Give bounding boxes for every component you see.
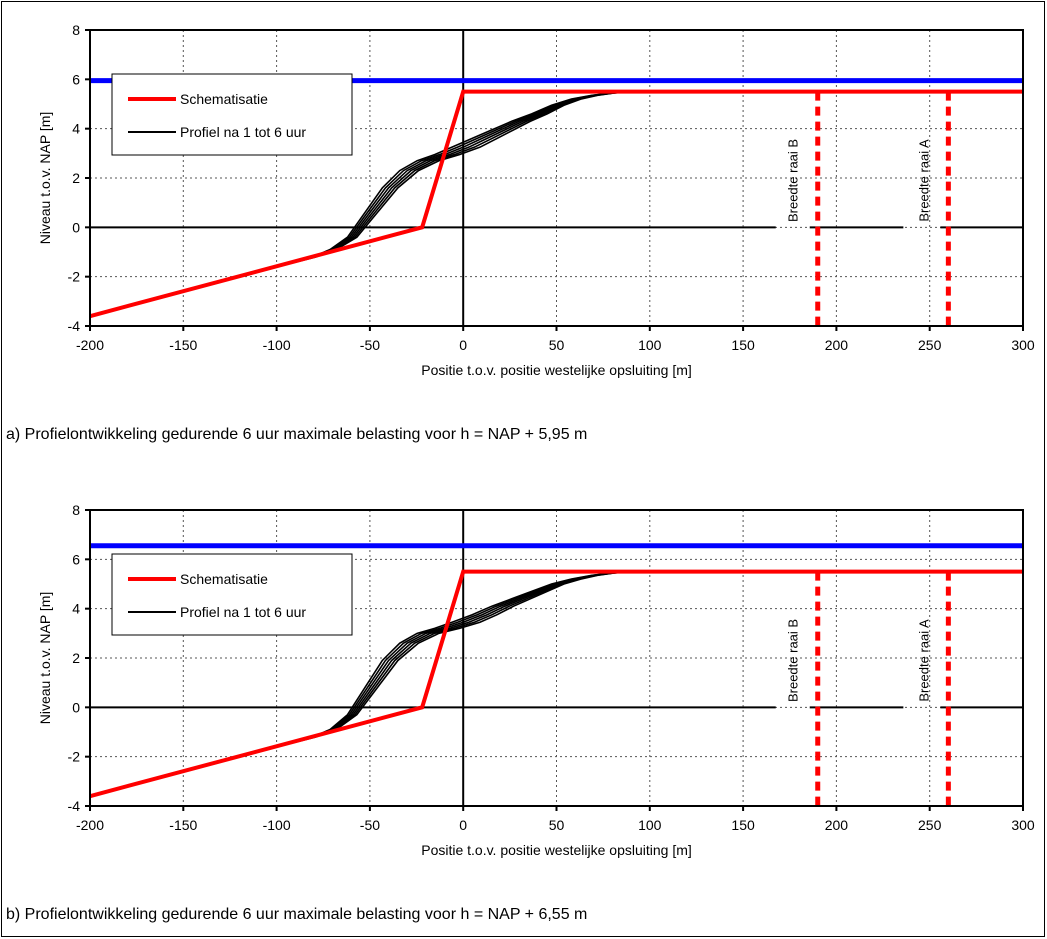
- chart-a-xtick-label-300: 300: [1011, 337, 1035, 353]
- chart-a-xtick-label-100: 100: [638, 337, 662, 353]
- chart-a-xtick-label--200: -200: [76, 337, 104, 353]
- chart-a-ytick-label-6: 6: [72, 71, 80, 87]
- chart-b-ytick-label--2: -2: [68, 749, 81, 765]
- chart-a-ytick-label--4: -4: [68, 318, 81, 334]
- chart-b-xlabel: Positie t.o.v. positie westelijke opslui…: [421, 842, 692, 858]
- chart-b-legend-box: [111, 553, 353, 636]
- chart-b-legend-label-0: Schematisatie: [180, 571, 268, 587]
- chart-a-legend-box: [111, 73, 353, 156]
- chart-b-xtick-label--100: -100: [263, 817, 291, 833]
- chart-a-profiel-line-6: [89, 90, 1023, 317]
- chart-a-ylabel: Niveau t.o.v. NAP [m]: [37, 112, 53, 245]
- chart-a-xtick-label-150: 150: [731, 337, 755, 353]
- chart-a-xtick-label--50: -50: [360, 337, 380, 353]
- chart-a-ytick-label-0: 0: [72, 219, 80, 235]
- chart-a-xlabel: Positie t.o.v. positie westelijke opslui…: [421, 362, 692, 378]
- caption-b: b) Profielontwikkeling gedurende 6 uur m…: [6, 906, 588, 923]
- chart-a-ytick-label-2: 2: [72, 170, 80, 186]
- chart-b-schematisatie-line: [89, 569, 1023, 799]
- chart-b-ytick-label--4: -4: [68, 798, 81, 814]
- chart-b-xtick-label-0: 0: [459, 817, 467, 833]
- chart-a-xtick-label-50: 50: [549, 337, 565, 353]
- chart-b-ytick-label-4: 4: [72, 601, 80, 617]
- chart-b-ytick-label-0: 0: [72, 699, 80, 715]
- chart-a-xtick-label--100: -100: [263, 337, 291, 353]
- chart-b-ytick-label-2: 2: [72, 650, 80, 666]
- chart-b-ytick-label-8: 8: [72, 502, 80, 518]
- chart-b-ytick-label-6: 6: [72, 551, 80, 567]
- chart-a-xtick-label-0: 0: [459, 337, 467, 353]
- chart-a-ytick-label--2: -2: [68, 269, 81, 285]
- chart-a-raai-label-1: Breedte raai A: [916, 139, 931, 222]
- chart-a-xtick-label-250: 250: [918, 337, 942, 353]
- chart-b-raai-label-0: Breedte raai B: [786, 619, 801, 702]
- chart-b-xtick-label-300: 300: [1011, 817, 1035, 833]
- chart-a-legend-label-0: Schematisatie: [180, 91, 268, 107]
- chart-b-xtick-label--200: -200: [76, 817, 104, 833]
- chart-a-schematisatie-line: [89, 89, 1023, 319]
- chart-b-xtick-label-100: 100: [638, 817, 662, 833]
- chart-a-ytick-label-8: 8: [72, 22, 80, 38]
- chart-a-xtick-label--150: -150: [169, 337, 197, 353]
- chart-b-ylabel: Niveau t.o.v. NAP [m]: [37, 592, 53, 725]
- chart-a-ytick-label-4: 4: [72, 121, 80, 137]
- chart-b-legend-label-1: Profiel na 1 tot 6 uur: [180, 604, 306, 620]
- chart-a-legend-label-1: Profiel na 1 tot 6 uur: [180, 124, 306, 140]
- chart-b-xtick-label-50: 50: [549, 817, 565, 833]
- chart-b-raai-label-1: Breedte raai A: [916, 619, 931, 702]
- chart-b-xtick-label-150: 150: [731, 817, 755, 833]
- chart-b-xtick-label-200: 200: [825, 817, 849, 833]
- chart-a-xtick-label-200: 200: [825, 337, 849, 353]
- chart-a-raai-label-0: Breedte raai B: [786, 139, 801, 222]
- chart-b-xtick-label--50: -50: [360, 817, 380, 833]
- chart-b-profiel-line-6: [89, 570, 1023, 797]
- chart-b-xtick-label-250: 250: [918, 817, 942, 833]
- caption-a: a) Profielontwikkeling gedurende 6 uur m…: [6, 426, 588, 443]
- chart-b-xtick-label--150: -150: [169, 817, 197, 833]
